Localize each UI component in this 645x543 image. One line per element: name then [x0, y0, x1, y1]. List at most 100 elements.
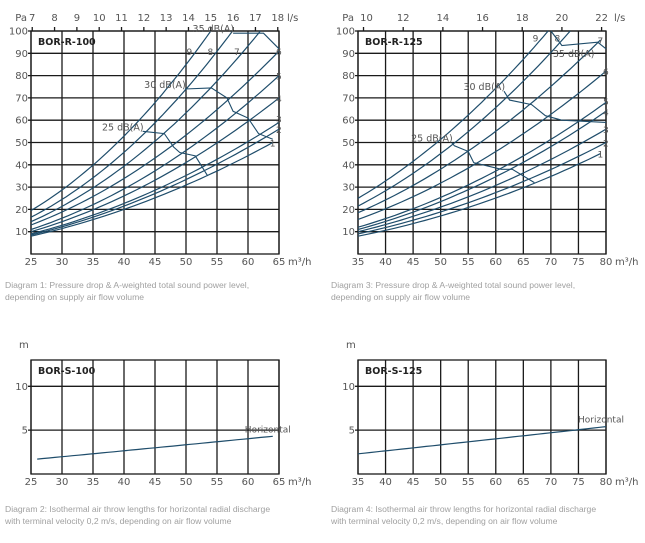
x2-tick-label: 12	[397, 13, 410, 24]
x-tick-label: 35	[352, 257, 365, 268]
series-label: 8	[208, 48, 214, 58]
x-tick-label: 70	[545, 477, 558, 488]
series-line-5	[30, 75, 280, 231]
series-label: 4	[276, 95, 282, 105]
x-tick-label: 35	[87, 477, 100, 488]
series-line-9	[357, 30, 549, 199]
series-line-9	[30, 30, 212, 212]
series-line-2	[357, 141, 607, 235]
x2-tick-label: 20	[556, 13, 569, 24]
x-tick-label: 55	[462, 257, 475, 268]
series-line-3	[357, 128, 607, 233]
y-axis-unit: m	[346, 340, 356, 351]
series-line-6	[30, 50, 280, 226]
x-tick-label: 45	[407, 257, 420, 268]
series-line-7	[357, 39, 601, 214]
caption-line: Diagram 1: Pressure drop & A-weighted to…	[5, 280, 250, 290]
caption-diagram-2: Diagram 2: Isothermal air throw lengths …	[5, 503, 323, 527]
x-tick-label: 50	[434, 257, 447, 268]
x2-tick-label: 16	[227, 13, 240, 24]
y-tick-label: 10	[342, 227, 355, 238]
y-tick-label: 60	[15, 116, 28, 127]
x-tick-label: 45	[149, 257, 162, 268]
y-tick-label: 80	[15, 71, 28, 82]
caption-diagram-1: Diagram 1: Pressure drop & A-weighted to…	[5, 279, 323, 303]
series-label: Horizontal	[578, 416, 624, 426]
chart-bor-s-125: 35 40 45 50 55 60 65 70 75 80 5 10 m³/h m BOR-S-125 Hor…	[342, 340, 638, 488]
x2-tick-label: 13	[160, 13, 173, 24]
x-tick-label: 40	[379, 257, 392, 268]
y-tick-label: 20	[342, 205, 355, 216]
x-tick-label: 50	[180, 477, 193, 488]
x2-tick-label: 15	[204, 13, 217, 24]
x-tick-label: 65	[517, 477, 530, 488]
y-tick-label: 90	[15, 49, 28, 60]
caption-diagram-4: Diagram 4: Isothermal air throw lengths …	[331, 503, 641, 527]
series-label: 6	[603, 68, 609, 78]
caption-line: Diagram 3: Pressure drop & A-weighted to…	[331, 280, 576, 290]
x-tick-label: 55	[211, 477, 224, 488]
chart-bor-s-100: 25 30 35 40 45 50 55 60 65 5 10 m³/h m BOR-S-100 Horiz…	[15, 340, 311, 488]
y-tick-label: 90	[342, 49, 355, 60]
y-tick-label: 10	[15, 382, 28, 393]
series-label: 5	[603, 98, 609, 108]
sound-level-label: 30 dB(A)	[144, 80, 186, 91]
y-tick-label: 80	[342, 71, 355, 82]
sound-level-label: 30 dB(A)	[463, 82, 505, 93]
x-tick-label: 25	[25, 477, 38, 488]
y-axis-unit: Pa	[342, 13, 354, 24]
series-label: 3	[603, 126, 609, 136]
caption-line: Diagram 4: Isothermal air throw lengths …	[331, 504, 597, 514]
x-tick-label: 50	[180, 257, 193, 268]
y-tick-label: 40	[15, 160, 28, 171]
x-tick-label: 55	[462, 477, 475, 488]
series-line-4	[357, 110, 607, 231]
y-axis-unit: Pa	[15, 13, 27, 24]
sound-level-label: 25 dB(A)	[411, 134, 453, 145]
x2-tick-label: 22	[595, 13, 608, 24]
series-line-5	[357, 101, 607, 228]
series-line-8	[357, 30, 571, 207]
x2-tick-label: 18	[516, 13, 529, 24]
x-tick-label: 25	[25, 257, 38, 268]
y-tick-label: 30	[15, 183, 28, 194]
series-line-1	[30, 141, 274, 237]
x-tick-label: 80	[600, 257, 613, 268]
sound-level-line	[503, 90, 607, 123]
x-tick-label: 80	[600, 477, 613, 488]
series-line-8	[30, 30, 233, 218]
caption-line: depending on supply air flow volume	[331, 292, 471, 302]
x-axis-unit: m³/h	[615, 477, 638, 488]
series-line-2	[30, 128, 280, 236]
y-tick-label: 5	[349, 426, 355, 437]
series-label: 2	[603, 140, 609, 150]
y-tick-label: 50	[342, 138, 355, 149]
sound-level-line	[233, 32, 280, 50]
x-tick-label: 40	[118, 257, 131, 268]
x-tick-label: 60	[489, 477, 502, 488]
series-line-horizontal	[357, 426, 607, 455]
sound-level-label: 25 dB(A)	[102, 122, 144, 133]
series-line-4	[30, 97, 280, 233]
x2-axis-unit: l/s	[287, 13, 298, 24]
series-label: 1	[270, 140, 276, 150]
y-tick-label: 10	[15, 227, 28, 238]
x2-tick-label: 18	[271, 13, 284, 24]
chart-title: BOR-S-125	[365, 366, 422, 377]
series-label: 7	[234, 48, 240, 58]
series-label: 2	[276, 126, 282, 136]
x-tick-label: 55	[211, 257, 224, 268]
sound-level-label: 35 dB(A)	[193, 24, 235, 35]
x2-axis-unit: l/s	[614, 13, 625, 24]
x-tick-label: 60	[242, 257, 255, 268]
y-tick-label: 100	[9, 27, 28, 38]
x-tick-label: 75	[572, 257, 585, 268]
x-tick-label: 40	[118, 477, 131, 488]
y-tick-label: 20	[15, 205, 28, 216]
series-label: 7	[597, 37, 603, 47]
x2-tick-label: 12	[137, 13, 150, 24]
chart-title: BOR-R-100	[38, 37, 96, 48]
x2-tick-label: 14	[182, 13, 195, 24]
y-tick-label: 100	[336, 27, 355, 38]
